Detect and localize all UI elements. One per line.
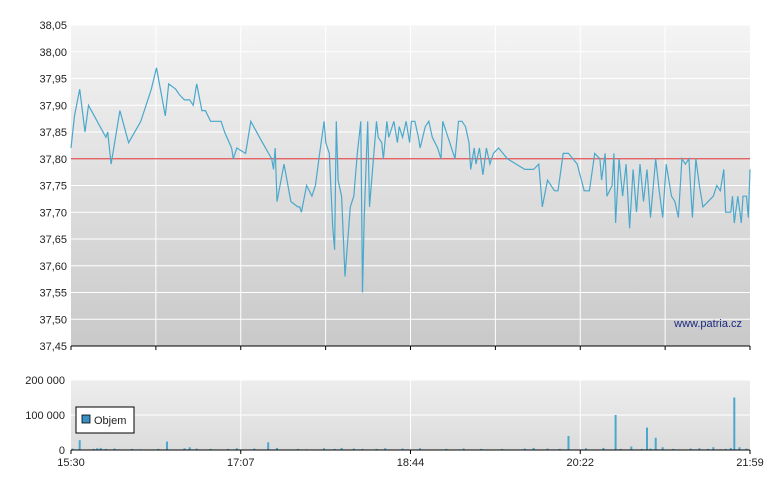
volume-y-tick-label: 100 000 [25,410,65,422]
volume-y-tick-label: 200 000 [25,375,65,387]
volume-y-tick-label: 0 [59,445,65,457]
volume-bar [157,448,160,450]
price-y-tick-label: 37,60 [39,261,67,273]
volume-bar [227,448,230,450]
price-x-axis-ticks [70,345,751,350]
volume-bar [584,448,587,451]
volume-bar [558,448,561,450]
volume-bar [654,437,657,451]
price-y-tick-label: 37,85 [39,127,67,139]
volume-bar [619,448,622,450]
volume-bar [96,448,99,451]
volume-bar [729,447,732,450]
x-tick-label: 17:07 [227,457,255,469]
volume-bar [672,448,675,450]
volume-bar [99,447,102,450]
x-tick-label: 15:30 [57,457,85,469]
x-tick-label: 21:59 [736,457,764,469]
price-y-tick-label: 37,75 [39,181,67,193]
watermark: www.patria.cz [673,318,742,330]
price-y-tick-label: 37,90 [39,100,67,112]
volume-bar [113,448,116,450]
volume-bar [183,448,186,451]
price-y-tick-label: 37,80 [39,154,67,166]
volume-panel: 200 000 100 000 0 15:30 17:07 18:44 20:22 21:5… [25,375,764,469]
price-y-tick-label: 37,50 [39,314,67,326]
volume-bar [253,448,256,450]
volume-bar [602,447,605,450]
volume-bar [532,447,535,450]
volume-bar [166,441,168,450]
price-grid [71,24,750,347]
volume-bar [462,448,465,450]
volume-bar [567,436,570,450]
volume-bar [195,448,198,450]
volume-bar [267,442,270,450]
volume-bar [733,397,736,450]
volume-bar [104,448,107,450]
price-y-tick-label: 37,55 [39,288,67,300]
price-y-tick-label: 38,05 [39,20,67,32]
legend-swatch-icon [81,414,91,424]
volume-bar [724,448,727,450]
volume-bar [361,448,364,450]
volume-bar [745,448,748,450]
volume-bar [640,448,643,450]
volume-bar [78,440,81,450]
volume-bar [630,446,633,450]
volume-bar [523,448,526,450]
volume-bar [131,448,134,450]
volume-bar [352,448,355,450]
volume-legend: Objem [75,406,135,434]
volume-bar [712,447,715,450]
volume-bar [707,448,710,450]
price-y-tick-label: 37,95 [39,74,67,86]
volume-bar [738,447,741,450]
volume-bar [689,448,692,450]
price-y-tick-label: 37,45 [39,341,67,353]
price-y-tick-label: 37,65 [39,234,67,246]
volume-bar [276,447,278,450]
volume-bar [340,447,343,450]
volume-bar [445,448,448,450]
price-y-axis: 38,05 38,00 37,95 37,90 37,85 37,80 37,75 37,70… [39,20,67,353]
price-line [70,67,751,293]
volume-bar [480,448,483,450]
volume-y-axis: 200 000 100 000 0 [25,375,65,457]
volume-bar [649,448,652,450]
volume-bar [209,448,212,450]
x-tick-label: 20:22 [566,457,594,469]
volume-bar [384,448,387,451]
volume-bar [92,448,95,450]
volume-bar [419,448,422,451]
x-tick-label: 18:44 [397,457,425,469]
volume-bar [188,447,191,450]
price-panel: 38,05 38,00 37,95 37,90 37,85 37,80 37,75 37,70… [39,20,751,353]
legend-label: Objem [94,415,126,427]
volume-bar [646,427,648,450]
volume-bar [661,447,664,450]
volume-bar [235,448,238,451]
price-y-tick-label: 38,00 [39,47,67,59]
volume-bar [333,448,336,450]
volume-bar [71,448,74,450]
price-y-tick-label: 37,70 [39,207,67,219]
volume-bar [375,448,378,450]
x-axis: 15:30 17:07 18:44 20:22 21:59 [57,449,764,469]
volume-bar [296,448,299,450]
volume-bar [614,415,617,450]
volume-bar [698,448,701,451]
volume-bar [323,448,326,451]
volume-bar [501,448,504,450]
volume-bar [401,448,404,450]
volume-bar [546,448,549,450]
